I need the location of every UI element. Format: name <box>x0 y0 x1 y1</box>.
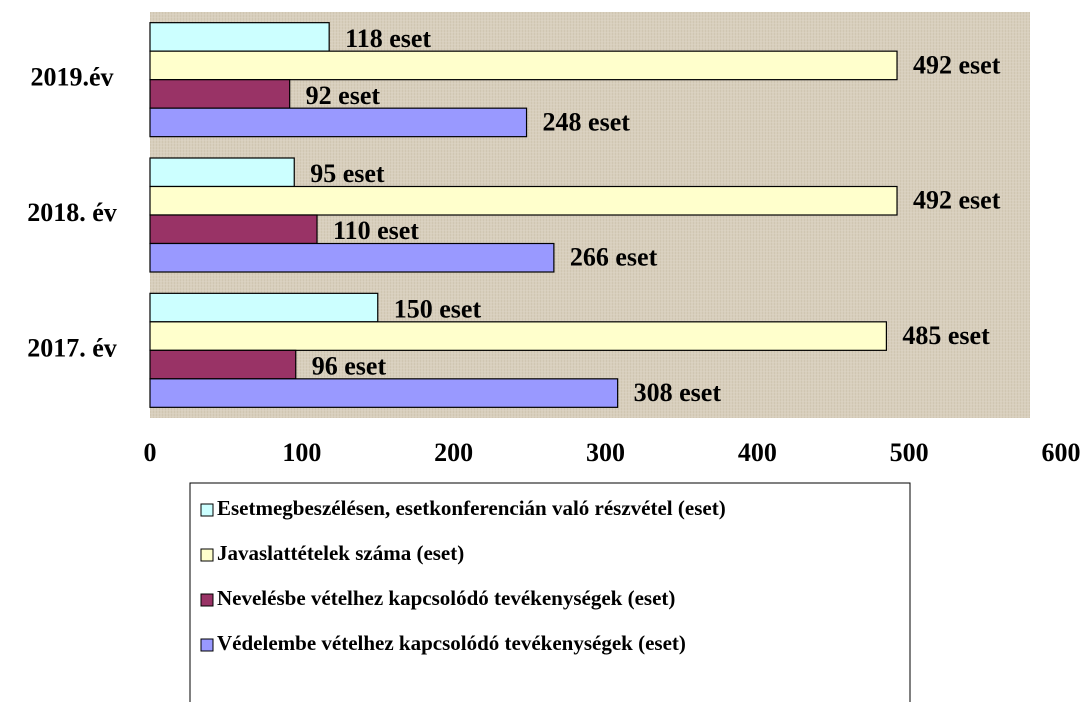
data-label: 266 eset <box>570 243 658 272</box>
bar <box>149 321 887 351</box>
y-tick-label: 2018. év <box>27 198 117 227</box>
bar <box>149 22 330 52</box>
data-label: 92 eset <box>306 81 381 110</box>
legend-box <box>189 482 911 702</box>
x-tick-label: 600 <box>1042 438 1081 467</box>
x-tick-label: 100 <box>282 438 321 467</box>
x-tick-label: 400 <box>738 438 777 467</box>
data-label: 492 eset <box>913 186 1001 215</box>
legend-swatch <box>200 503 214 517</box>
bar <box>149 185 898 216</box>
legend-swatch <box>200 593 214 607</box>
data-label: 248 eset <box>543 107 631 136</box>
bar <box>149 378 619 408</box>
data-label: 118 eset <box>345 24 431 53</box>
bar <box>149 50 898 81</box>
x-tick-label: 200 <box>434 438 473 467</box>
y-tick-label: 2017. év <box>27 333 117 362</box>
bar <box>149 292 379 323</box>
x-tick-label: 500 <box>890 438 929 467</box>
bar <box>149 79 291 109</box>
data-label: 95 eset <box>310 159 385 188</box>
data-label: 308 eset <box>634 378 722 407</box>
legend-label: Javaslattételek száma (eset) <box>217 541 464 565</box>
y-tick-label: 2019.év <box>30 63 113 92</box>
data-label: 96 eset <box>312 352 387 381</box>
legend-label: Nevelésbe vételhez kapcsolódó tevékenysé… <box>217 586 675 610</box>
legend-swatch <box>200 548 214 562</box>
x-tick-label: 300 <box>586 438 625 467</box>
data-label: 492 eset <box>913 50 1001 79</box>
data-label: 485 eset <box>902 321 990 350</box>
bar <box>149 157 295 188</box>
bar <box>149 349 297 380</box>
legend-label: Védelembe vételhez kapcsolódó tevékenysé… <box>217 631 686 655</box>
legend-label: Esetmegbeszélésen, esetkonferencián való… <box>217 496 726 520</box>
legend-swatch <box>200 638 214 652</box>
bar <box>149 242 555 273</box>
bar <box>149 107 528 138</box>
bar <box>149 214 318 245</box>
data-label: 110 eset <box>333 216 419 245</box>
data-label: 150 eset <box>394 295 482 324</box>
x-tick-label: 0 <box>144 438 157 467</box>
